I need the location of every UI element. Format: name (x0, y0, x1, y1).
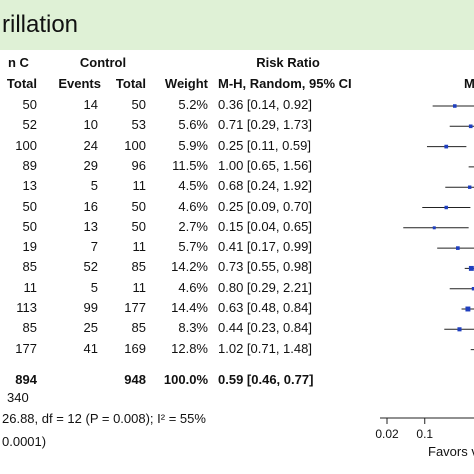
study-control-total: 169 (124, 340, 146, 356)
study-weight: 12.8% (171, 340, 208, 356)
study-weight: 4.6% (178, 198, 208, 214)
study-risk-ratio: 0.63 [0.48, 0.84] (218, 300, 312, 315)
study-risk-ratio: 1.00 [0.65, 1.56] (218, 157, 312, 173)
x-tick-label: 0.1 (416, 427, 433, 441)
total-weight: 100.0% (163, 372, 208, 387)
study-weight: 4.6% (178, 279, 208, 295)
study-risk-ratio: 0.36 [0.14, 0.92] (218, 97, 312, 112)
study-treatment-total: 177 (15, 340, 37, 356)
study-weight: 14.4% (171, 300, 208, 315)
point-estimate (467, 185, 472, 189)
study-control-total: 96 (131, 157, 146, 173)
study-control-total: 100 (124, 137, 146, 153)
study-control-total: 177 (124, 300, 146, 315)
study-risk-ratio: 0.25 [0.09, 0.70] (218, 198, 312, 214)
study-weight: 14.2% (171, 259, 208, 275)
study-control-events: 24 (83, 137, 98, 153)
col-header-treatment-total: Total (6, 76, 37, 91)
study-risk-ratio: 0.44 [0.23, 0.84] (218, 320, 312, 336)
point-estimate (471, 286, 474, 291)
study-risk-ratio: 0.80 [0.29, 2.21] (218, 279, 312, 295)
study-weight: 5.2% (178, 97, 208, 112)
study-weight: 5.6% (178, 117, 208, 133)
control-group-header: Control (79, 55, 127, 70)
study-weight: 8.3% (178, 320, 208, 336)
study-risk-ratio: 1.02 [0.71, 1.48] (218, 340, 312, 356)
plot-group-header: M (464, 76, 474, 91)
study-control-events: 7 (90, 239, 98, 255)
col-header-weight: Weight (164, 76, 208, 91)
study-control-events: 5 (90, 279, 98, 295)
study-risk-ratio: 0.15 [0.04, 0.65] (218, 218, 312, 234)
point-estimate (444, 144, 449, 149)
study-treatment-total: 113 (16, 300, 37, 315)
study-risk-ratio: 0.25 [0.11, 0.59] (218, 137, 311, 153)
study-control-events: 5 (90, 178, 98, 194)
study-treatment-total: 50 (22, 218, 37, 234)
study-control-total: 53 (131, 117, 146, 133)
point-estimate (444, 205, 448, 210)
study-risk-ratio: 0.73 [0.55, 0.98] (218, 259, 312, 275)
study-weight: 5.7% (178, 239, 208, 255)
x-tick-label: 0.02 (375, 427, 399, 441)
total-treatment: 894 (15, 372, 37, 387)
study-risk-ratio: 0.41 [0.17, 0.99] (218, 239, 312, 255)
study-weight: 5.9% (178, 137, 208, 153)
study-treatment-total: 19 (22, 239, 37, 255)
study-control-events: 99 (83, 300, 98, 315)
total-control: 948 (124, 372, 146, 387)
study-control-total: 50 (131, 97, 146, 112)
title-band (0, 0, 474, 50)
study-control-total: 11 (132, 178, 147, 194)
study-control-events: 14 (83, 97, 98, 112)
point-estimate (432, 226, 436, 230)
study-control-total: 50 (131, 198, 146, 214)
figure-title: rillation (2, 11, 79, 38)
study-control-events: 10 (83, 117, 98, 133)
heterogeneity-text: 26.88, df = 12 (P = 0.008); I² = 55% (2, 411, 206, 426)
point-estimate (468, 124, 473, 129)
study-treatment-total: 85 (22, 259, 37, 275)
point-estimate (457, 327, 462, 332)
study-control-total: 11 (132, 279, 147, 295)
study-weight: 2.7% (178, 218, 208, 234)
overall-effect-text: 0.0001) (2, 434, 47, 449)
study-control-events: 29 (83, 157, 98, 173)
study-control-total: 85 (131, 259, 146, 275)
study-treatment-total: 52 (22, 117, 37, 133)
study-treatment-total: 85 (22, 320, 37, 336)
study-treatment-total: 13 (22, 178, 37, 194)
study-control-events: 16 (83, 198, 98, 214)
col-header-control-events: Events (58, 76, 101, 91)
study-control-events: 13 (83, 218, 98, 234)
study-treatment-total: 100 (15, 137, 37, 153)
study-control-total: 11 (132, 239, 147, 255)
study-control-total: 50 (131, 218, 146, 234)
study-weight: 11.5% (172, 157, 208, 173)
point-estimate (465, 306, 471, 312)
study-treatment-total: 50 (22, 97, 37, 112)
point-estimate (453, 104, 457, 108)
favors-label: Favors v (428, 444, 474, 459)
point-estimate (456, 246, 460, 250)
col-header-ci: M-H, Random, 95% CI (218, 76, 352, 91)
study-treatment-total: 89 (22, 157, 37, 173)
study-risk-ratio: 0.71 [0.29, 1.73] (218, 117, 312, 133)
study-control-events: 25 (83, 320, 98, 336)
col-header-control-total: Total (115, 76, 146, 91)
study-control-events: 52 (83, 259, 98, 275)
treatment-group-header: n C (8, 55, 29, 70)
study-risk-ratio: 0.68 [0.24, 1.92] (218, 178, 312, 194)
total-risk-ratio: 0.59 [0.46, 0.77] (218, 372, 314, 387)
study-treatment-total: 50 (22, 198, 37, 214)
study-weight: 4.5% (178, 178, 208, 194)
point-estimate (468, 265, 474, 271)
study-control-events: 41 (83, 340, 98, 356)
total-events: 340 (7, 390, 29, 405)
risk-ratio-group-header: Risk Ratio (256, 55, 320, 70)
study-control-total: 85 (131, 320, 146, 336)
study-treatment-total: 11 (23, 279, 38, 295)
